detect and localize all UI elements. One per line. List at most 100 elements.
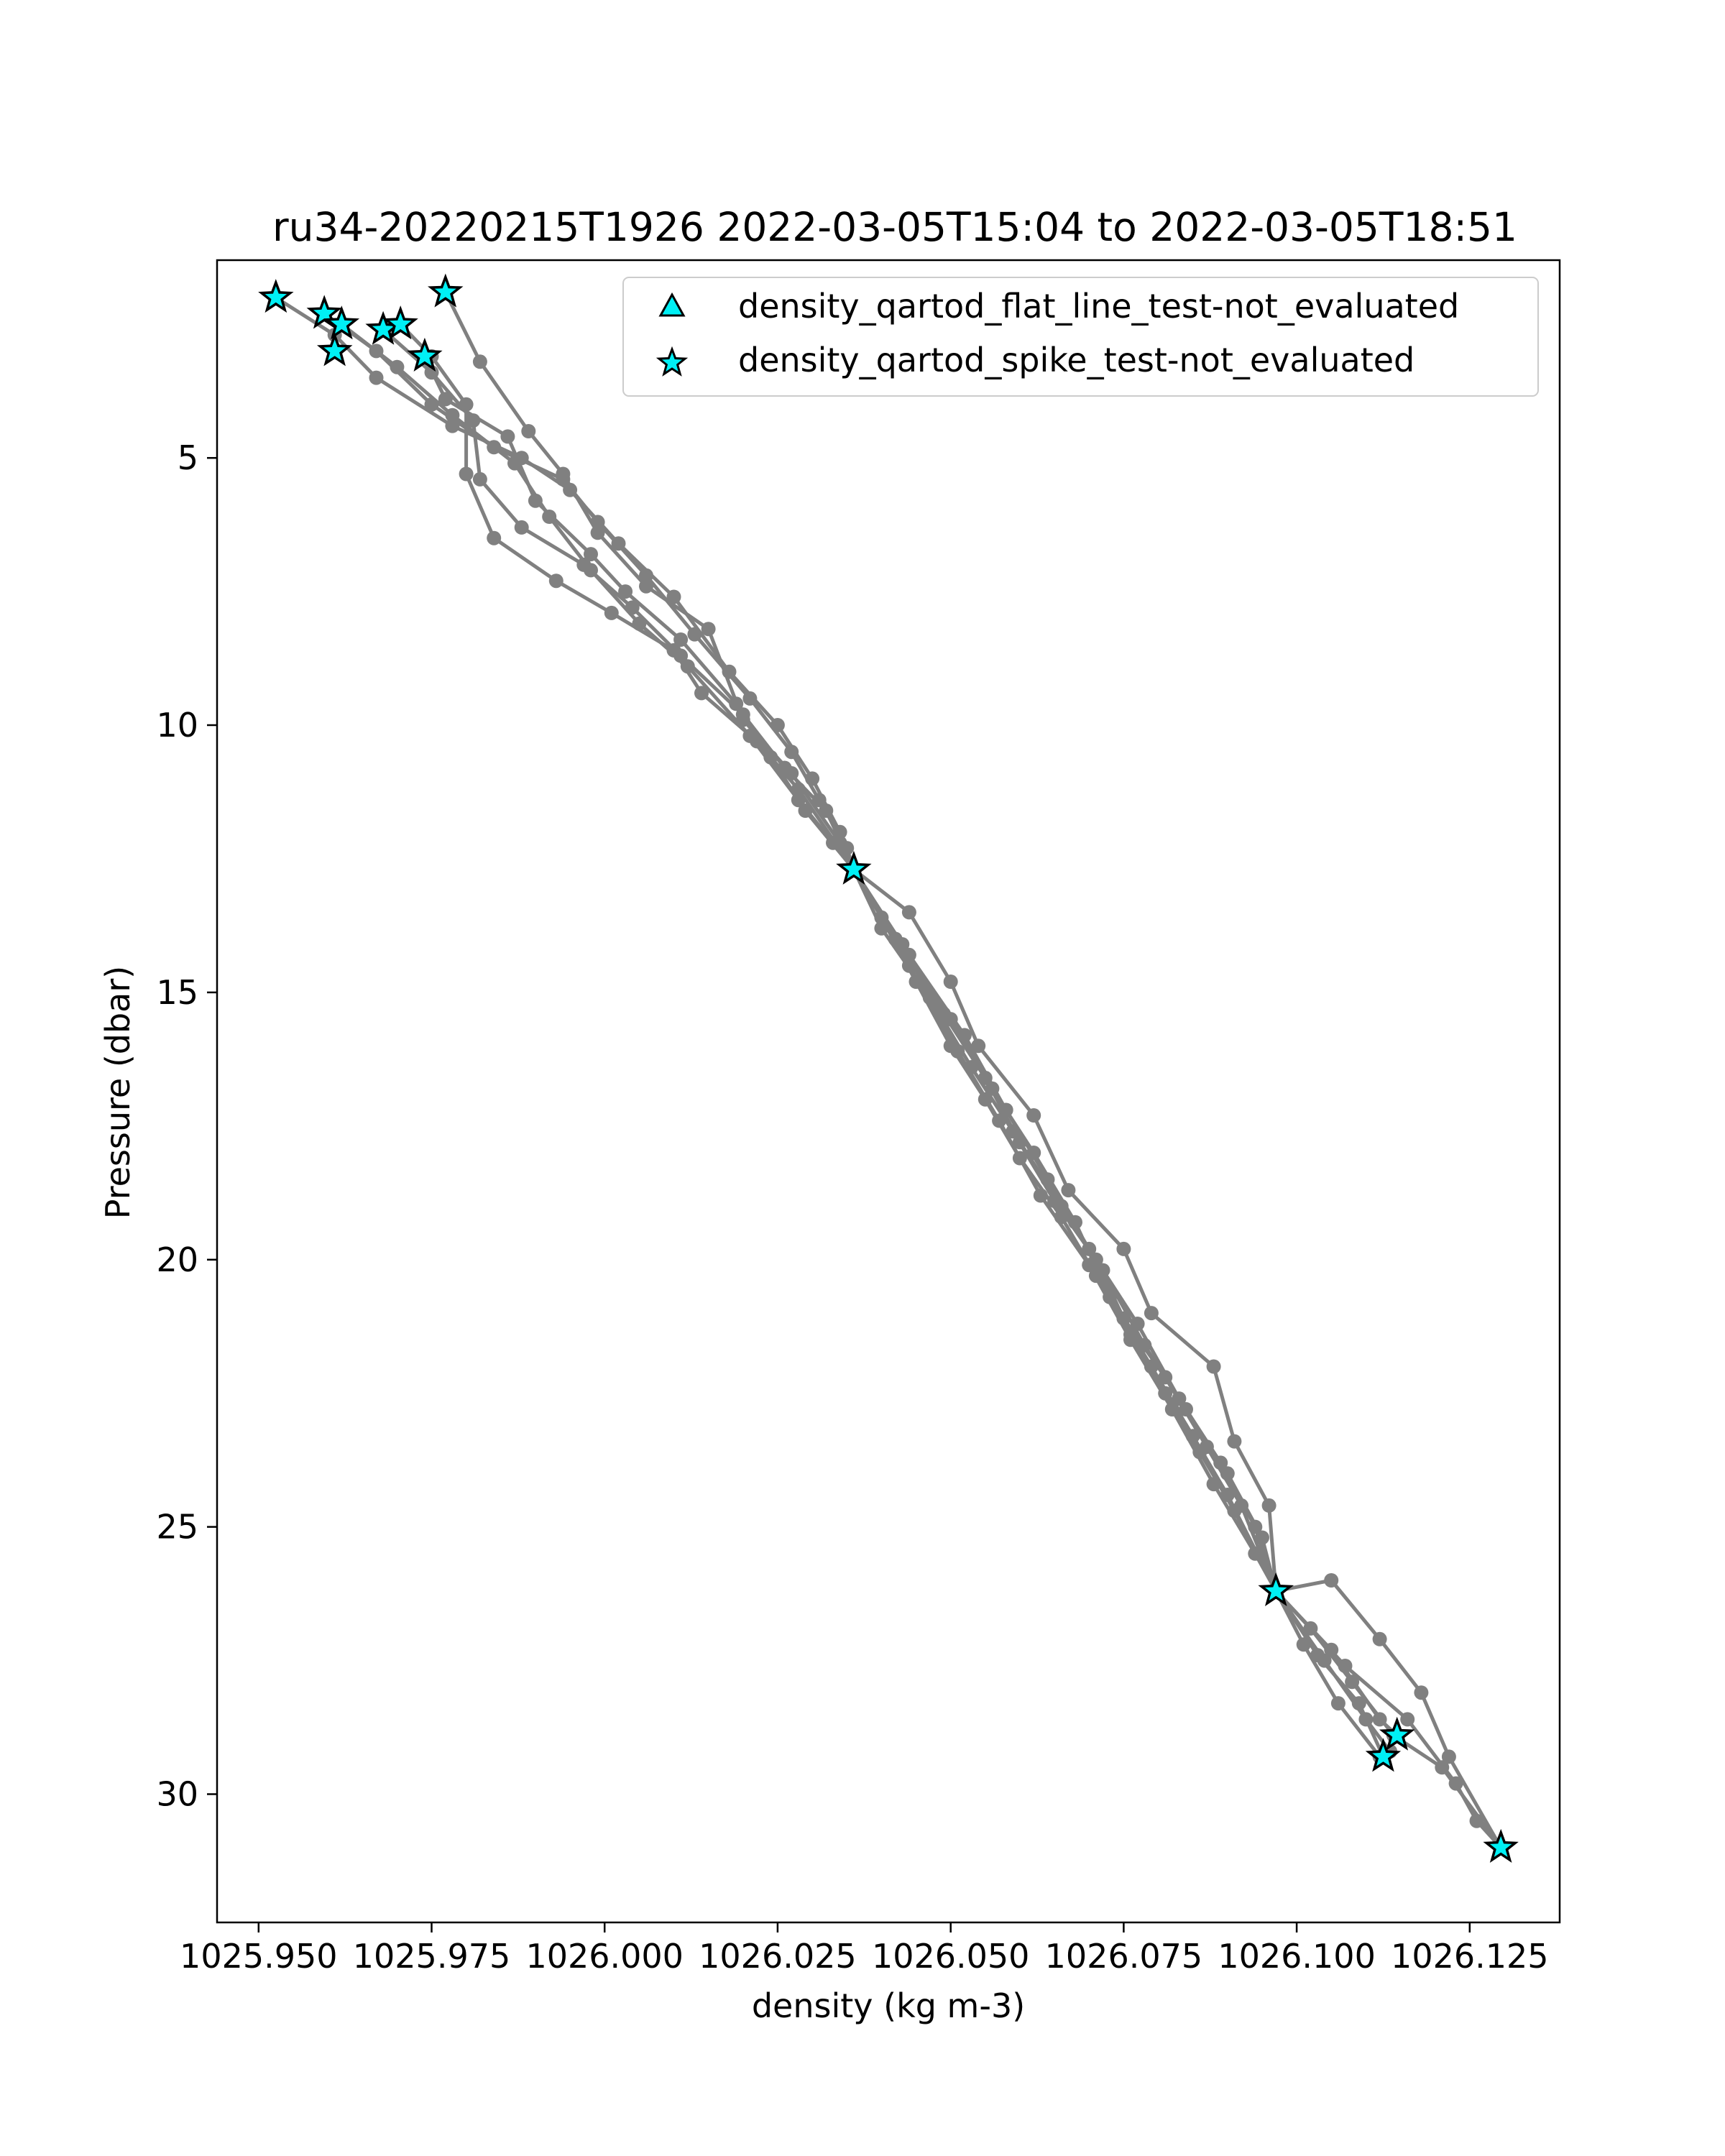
profile-point	[576, 557, 592, 572]
profile-point	[1261, 1498, 1276, 1513]
spike-star-marker	[1379, 1716, 1415, 1751]
profile-point	[832, 835, 847, 850]
profile-point	[584, 547, 598, 562]
profile-point	[1330, 1696, 1346, 1711]
legend-label-spike: density_qartod_spike_test-not_evaluated	[738, 341, 1414, 379]
profile-point	[459, 466, 474, 482]
legend-triangle-icon	[658, 292, 686, 317]
x-tick-label: 1025.950	[180, 1937, 338, 1976]
profile-point	[1400, 1712, 1415, 1727]
x-tick-label: 1026.075	[1045, 1937, 1203, 1976]
profile-point	[1351, 1696, 1366, 1711]
profile-point	[1116, 1241, 1131, 1256]
profile-point	[1345, 1674, 1360, 1690]
x-tick-label: 1026.125	[1391, 1937, 1549, 1976]
spike-star-marker	[836, 850, 872, 885]
profile-point	[1441, 1749, 1456, 1764]
profile-point	[548, 573, 564, 589]
profile-point	[521, 424, 536, 438]
y-tick-label: 30	[156, 1775, 198, 1814]
profile-point	[666, 589, 681, 604]
profile-point	[487, 530, 502, 545]
profile-point	[1227, 1434, 1242, 1449]
spike-star-marker	[258, 279, 294, 313]
legend-label-flat-line: density_qartod_flat_line_test-not_evalua…	[738, 287, 1459, 326]
chart-title: ru34-20220215T1926 2022-03-05T15:04 to 2…	[272, 204, 1517, 250]
legend-star-icon	[656, 346, 689, 377]
spike-star-marker	[323, 305, 360, 340]
plot-area	[217, 260, 1560, 1922]
profile-point	[964, 1060, 979, 1074]
spike-star-marker	[1483, 1828, 1519, 1863]
spike-markers	[258, 273, 1519, 1863]
profile-point	[1448, 1776, 1463, 1791]
profile-point	[1116, 1311, 1131, 1326]
profile-point	[625, 600, 640, 615]
profile-point	[1199, 1439, 1214, 1455]
profile-point	[1338, 1659, 1353, 1673]
profile-point	[666, 642, 681, 658]
profile-point	[1372, 1631, 1387, 1646]
profile-point	[639, 579, 653, 594]
profile-point	[811, 793, 827, 808]
profile-point	[1164, 1402, 1179, 1416]
legend-box	[622, 277, 1539, 397]
x-tick-label: 1026.000	[525, 1937, 684, 1976]
profile-point	[874, 921, 889, 936]
profile-point	[1144, 1306, 1159, 1321]
x-axis: 1025.950 1025.975 1026.000 1026.025 1026.050…	[180, 1922, 1549, 1976]
profile-point	[542, 510, 557, 524]
y-tick-label: 10	[156, 706, 198, 745]
profile-point	[922, 990, 937, 1005]
spike-star-marker	[428, 273, 464, 308]
profile-point	[971, 1038, 986, 1054]
profile-point	[390, 359, 405, 374]
x-axis-label: density (kg m-3)	[752, 1986, 1025, 2025]
profile-point	[1047, 1194, 1062, 1208]
legend: density_qartod_flat_line_test-not_evalua…	[622, 277, 1539, 397]
profile-point	[1088, 1252, 1103, 1267]
profile-point	[604, 605, 619, 620]
spike-star-marker	[1258, 1572, 1294, 1606]
profile-point	[673, 632, 689, 647]
profile-point	[1310, 1648, 1325, 1663]
profile-point	[590, 525, 605, 540]
profile-point	[943, 975, 958, 989]
profile-point	[784, 745, 799, 760]
profile-point	[680, 659, 695, 674]
profile-point	[901, 905, 916, 920]
profile-point	[694, 686, 709, 701]
profile-point	[701, 622, 716, 637]
spike-star-marker	[316, 332, 353, 367]
y-tick-label: 15	[156, 973, 198, 1012]
profile-point	[819, 803, 834, 818]
profile-point	[1130, 1317, 1145, 1331]
profile-point	[472, 354, 487, 369]
plot-frame	[216, 259, 1561, 1924]
profile-point	[1026, 1108, 1041, 1123]
profile-point	[369, 370, 384, 385]
profile-point	[1206, 1477, 1221, 1492]
profile-point	[438, 392, 453, 407]
profile-point	[1006, 1124, 1021, 1139]
profile-point	[528, 493, 543, 508]
x-tick-label: 1026.025	[699, 1937, 857, 1976]
profile-point	[556, 466, 571, 482]
profile-point	[1469, 1813, 1484, 1828]
profile-point	[1206, 1359, 1221, 1374]
profile-point	[1158, 1370, 1173, 1385]
spike-star-marker	[306, 295, 342, 329]
profile-point	[1026, 1146, 1041, 1160]
profile-point	[1414, 1685, 1429, 1700]
y-tick-label: 25	[156, 1508, 198, 1547]
y-axis: 5 10 15 20 25 30	[156, 438, 217, 1814]
spike-star-marker	[407, 337, 443, 372]
profile-point	[618, 584, 633, 599]
profile-point	[472, 471, 487, 487]
profile-point	[1324, 1573, 1339, 1588]
profile-point	[943, 1012, 958, 1027]
profile-point	[784, 766, 799, 780]
y-tick-label: 5	[178, 438, 198, 477]
profile-point	[514, 520, 529, 535]
